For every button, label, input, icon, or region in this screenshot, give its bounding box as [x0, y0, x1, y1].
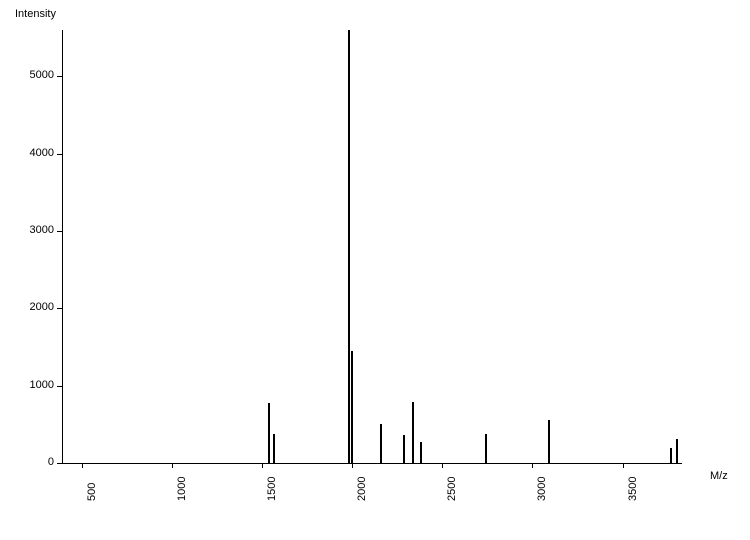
- x-tick: [262, 463, 263, 468]
- y-axis-line: [62, 30, 63, 463]
- y-tick: [57, 76, 62, 77]
- y-tick-label: 5000: [14, 69, 54, 81]
- x-tick-label: 2000: [356, 477, 368, 501]
- spectrum-peak: [403, 435, 405, 463]
- y-tick-label: 1000: [14, 379, 54, 391]
- y-tick: [57, 463, 62, 464]
- x-tick-label: 3000: [536, 477, 548, 501]
- y-tick-label: 4000: [14, 147, 54, 159]
- spectrum-peak: [412, 402, 414, 463]
- spectrum-peak: [676, 439, 678, 463]
- x-tick-label: 1500: [266, 477, 278, 501]
- x-tick: [532, 463, 533, 468]
- y-tick: [57, 154, 62, 155]
- y-tick: [57, 386, 62, 387]
- x-tick: [82, 463, 83, 468]
- y-axis-label: Intensity: [15, 8, 56, 20]
- spectrum-peak: [485, 434, 487, 463]
- spectrum-peak: [351, 351, 353, 463]
- spectrum-peak: [670, 448, 672, 463]
- spectrum-peak: [420, 442, 422, 463]
- y-tick: [57, 231, 62, 232]
- x-tick-label: 2500: [446, 477, 458, 501]
- x-tick: [442, 463, 443, 468]
- x-tick-label: 3500: [627, 477, 639, 501]
- x-tick-label: 500: [86, 483, 98, 501]
- mass-spectrum-chart: Intensity M/z 0 1000 2000 3000 4000 5000 500 10…: [0, 0, 750, 540]
- y-tick: [57, 308, 62, 309]
- x-axis-label: M/z: [710, 470, 728, 482]
- x-tick-label: 1000: [176, 477, 188, 501]
- x-tick: [623, 463, 624, 468]
- spectrum-peak: [348, 30, 350, 463]
- x-axis-line: [62, 463, 682, 464]
- spectrum-peak: [380, 424, 382, 463]
- y-tick-label: 3000: [14, 224, 54, 236]
- y-tick-label: 2000: [14, 301, 54, 313]
- spectrum-peak: [273, 434, 275, 463]
- x-tick: [172, 463, 173, 468]
- spectrum-peak: [548, 420, 550, 463]
- spectrum-peak: [268, 403, 270, 463]
- y-tick-label: 0: [14, 456, 54, 468]
- x-tick: [352, 463, 353, 468]
